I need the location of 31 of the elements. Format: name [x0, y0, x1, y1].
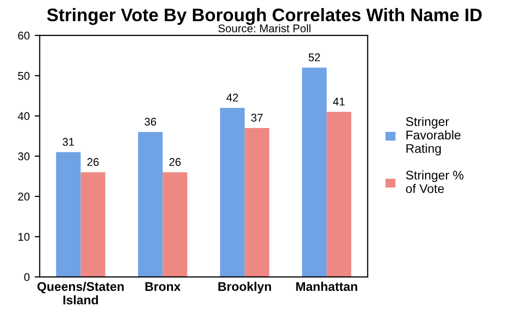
bar: [138, 132, 163, 277]
bar: [326, 112, 352, 277]
bar: [302, 68, 327, 277]
data-label: 31: [62, 138, 74, 146]
y-tick-label: 10: [18, 232, 30, 241]
y-tick-label: 50: [18, 72, 30, 80]
y-tick-label: 20: [18, 192, 30, 201]
y-tick-label: 60: [18, 32, 30, 40]
data-label: 36: [144, 118, 156, 126]
data-label: 37: [251, 114, 263, 122]
bar: [80, 172, 106, 277]
chart-subtitle: Source: Marist Poll: [218, 24, 310, 32]
legend-label: Stringer Favorable Rating: [406, 116, 460, 156]
y-tick-label: 40: [18, 112, 30, 120]
data-label: 52: [308, 53, 320, 62]
bar: [220, 108, 245, 277]
x-tick-label: Manhattan: [296, 282, 358, 291]
x-tick-label: Queens/Staten Island: [37, 282, 124, 304]
x-tick-label: Brooklyn: [218, 282, 271, 294]
bar: [56, 152, 81, 277]
bar: [162, 172, 188, 277]
data-label: 41: [333, 98, 345, 106]
bar: [244, 128, 270, 277]
data-label: 26: [87, 158, 99, 166]
data-label: 42: [226, 94, 238, 102]
legend-label: Stringer % of Vote: [406, 170, 464, 194]
chart-title: Stringer Vote By Borough Correlates With Name ID: [47, 8, 482, 25]
x-tick-label: Bronx: [145, 282, 181, 291]
y-tick-label: 0: [24, 273, 30, 282]
y-tick-label: 30: [18, 152, 30, 160]
data-label: 26: [169, 158, 181, 166]
